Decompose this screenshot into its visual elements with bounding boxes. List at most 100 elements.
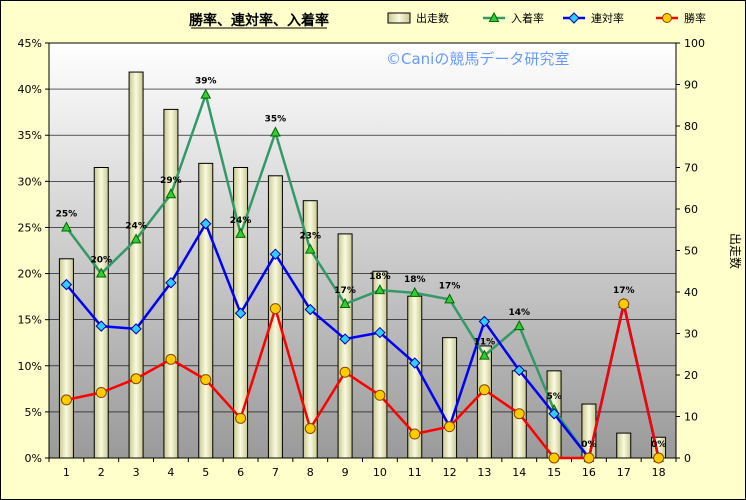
bar	[372, 270, 388, 459]
x-tick-label: 7	[272, 466, 279, 479]
x-tick-label: 1	[63, 466, 70, 479]
triangle-marker	[130, 233, 142, 244]
diamond-marker	[478, 315, 491, 328]
circle-marker	[513, 408, 525, 420]
data-labels: 25% 20% 24% 29% 39% 24% 35% 23% 17% 18% 18% 17% 11% 1…	[56, 77, 667, 450]
circle-marker	[409, 428, 421, 440]
x-tick-label: 14	[512, 466, 526, 479]
circle-marker	[444, 421, 456, 433]
diamond-marker	[269, 248, 282, 260]
legend-circle-marker	[662, 13, 672, 23]
right-tick-label: 90	[684, 79, 698, 92]
series-line	[65, 220, 660, 461]
data-label: 17%	[613, 286, 635, 296]
legend-item: 連対率	[563, 11, 624, 25]
right-tick-label: 10	[684, 411, 698, 424]
right-tick-label: 50	[684, 245, 698, 258]
chart-title: 勝率、連対率、入着率	[189, 12, 329, 29]
triangle-marker	[200, 88, 212, 99]
triangle-marker	[165, 188, 177, 199]
legend-label: 勝率	[684, 11, 706, 25]
triangle-marker	[479, 349, 490, 360]
triangle-marker	[339, 297, 351, 308]
bar	[267, 175, 283, 459]
circle-marker	[60, 394, 72, 406]
circle-marker	[374, 389, 386, 401]
legend-label: 出走数	[416, 11, 449, 25]
bar	[476, 345, 492, 459]
bar	[128, 71, 144, 459]
diamond-marker	[548, 408, 560, 420]
series-line	[65, 90, 660, 461]
x-tick-label: 17	[617, 466, 631, 479]
diamond-marker	[513, 364, 525, 377]
triangle-marker	[95, 267, 107, 278]
diamond-marker	[200, 218, 212, 230]
circle-marker	[618, 298, 630, 310]
x-tick-label: 9	[342, 466, 349, 479]
x-tick-label: 4	[167, 466, 174, 479]
diamond-marker	[304, 303, 316, 316]
x-tick-label: 10	[373, 466, 387, 479]
diamond-marker	[95, 320, 107, 332]
bar	[58, 258, 74, 459]
right-tick-label: 100	[684, 37, 705, 50]
data-label: 11%	[474, 338, 496, 348]
bar	[93, 167, 109, 459]
circle-marker	[653, 452, 665, 464]
data-label: 17%	[334, 286, 356, 296]
left-tick-label: 30%	[18, 175, 42, 188]
left-tick-label: 10%	[18, 360, 42, 373]
axes: 0%5%10%15%20%25%30%35%40%45%010203040506…	[18, 37, 705, 479]
circle-marker	[478, 384, 490, 396]
triangle-marker	[374, 284, 386, 295]
legend-triangle-marker	[488, 11, 500, 22]
x-tick-label: 18	[652, 466, 666, 479]
left-tick-label: 35%	[18, 129, 42, 142]
triangle-marker	[61, 221, 72, 232]
circle-marker	[269, 303, 281, 315]
left-tick-label: 15%	[18, 314, 42, 327]
x-tick-label: 5	[202, 466, 209, 479]
diamond-marker	[60, 278, 73, 291]
diamond-marker	[374, 326, 386, 339]
circle-marker	[95, 387, 107, 399]
data-label: 14%	[508, 308, 530, 318]
data-label: 29%	[160, 176, 182, 186]
gridlines	[49, 88, 676, 413]
circle-marker	[548, 452, 560, 464]
x-tick-label: 3	[133, 466, 140, 479]
data-label: 0%	[651, 440, 666, 450]
line-series	[60, 88, 665, 464]
x-tick-label: 16	[582, 466, 596, 479]
data-label: 5%	[546, 392, 561, 402]
triangle-marker	[444, 293, 455, 304]
triangle-marker	[235, 227, 246, 238]
circle-marker	[200, 374, 212, 386]
right-tick-label: 60	[684, 203, 698, 216]
right-tick-label: 70	[684, 162, 698, 175]
right-tick-label: 20	[684, 369, 698, 382]
x-tick-label: 13	[477, 466, 491, 479]
diamond-marker	[130, 323, 142, 335]
bar	[616, 432, 632, 459]
left-tick-label: 5%	[25, 406, 42, 419]
legend-item: 勝率	[656, 11, 706, 25]
bar	[302, 200, 318, 459]
diamond-marker	[339, 333, 351, 345]
left-tick-label: 25%	[18, 221, 42, 234]
right-axis-label: 出走数	[728, 233, 743, 269]
left-tick-label: 20%	[18, 268, 42, 281]
triangle-marker	[270, 126, 281, 137]
legend-item: 出走数	[387, 11, 449, 25]
triangle-marker	[304, 243, 316, 254]
data-label: 0%	[581, 440, 596, 450]
circle-marker	[583, 452, 595, 464]
data-label: 18%	[369, 272, 391, 282]
x-tick-label: 15	[547, 466, 561, 479]
right-tick-label: 30	[684, 328, 698, 341]
triangle-marker	[409, 286, 421, 297]
circle-marker	[235, 412, 247, 424]
data-label: 23%	[299, 232, 321, 242]
